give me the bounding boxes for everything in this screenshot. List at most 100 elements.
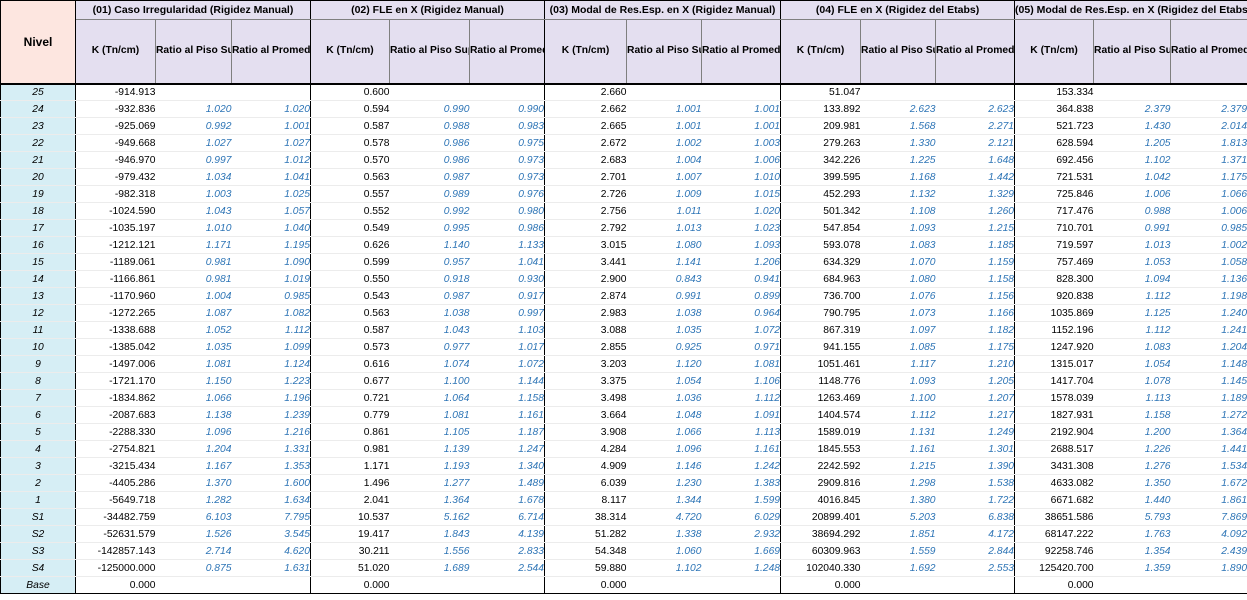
ratio-promedio-cell: 6.714 — [469, 508, 546, 526]
ratio-superior-cell: 1.096 — [626, 440, 702, 458]
ratio-superior-cell: 1.117 — [860, 355, 936, 373]
level-cell: 16 — [0, 236, 76, 254]
ratio-superior-cell: 0.989 — [389, 185, 470, 203]
table-row: 24 -932.836 1.020 1.020 0.594 0.990 0.990 2.662… — [0, 100, 1247, 118]
level-cell: 18 — [0, 202, 76, 220]
ratio-promedio-cell: 1.081 — [701, 355, 782, 373]
ratio-superior-cell: 1.158 — [1093, 406, 1171, 424]
ratio-superior-cell: 5.793 — [1093, 508, 1171, 526]
ratio-promedio-cell: 1.017 — [469, 338, 546, 356]
ratio-superior-cell: 2.379 — [1093, 100, 1171, 118]
stiffness-cell: 68147.222 — [1014, 525, 1094, 543]
ratio-promedio-cell: 1.010 — [701, 168, 782, 186]
stiffness-cell: -949.668 — [75, 134, 156, 152]
stiffness-cell: 717.476 — [1014, 202, 1094, 220]
ratio-superior-cell: 1.011 — [626, 202, 702, 220]
stiffness-cell: 125420.700 — [1014, 559, 1094, 577]
stiffness-cell: 2.983 — [544, 304, 627, 322]
table-row: 23 -925.069 0.992 1.001 0.587 0.988 0.983 2.665… — [0, 117, 1247, 135]
stiffness-cell: 59.880 — [544, 559, 627, 577]
ratio-promedio-cell: 1.041 — [469, 253, 546, 271]
ratio-superior-cell: 1.087 — [155, 304, 232, 322]
ratio-superior-cell: 1.108 — [860, 202, 936, 220]
ratio-superior-cell: 0.992 — [389, 202, 470, 220]
stiffness-cell: 1845.553 — [780, 440, 861, 458]
stiffness-cell: 38.314 — [544, 508, 627, 526]
stiffness-cell: 1404.574 — [780, 406, 861, 424]
ratio-superior-cell: 1.161 — [860, 440, 936, 458]
table-row: 18 -1024.590 1.043 1.057 0.552 0.992 0.980 2.75… — [0, 202, 1247, 220]
stiffness-cell: 3.498 — [544, 389, 627, 407]
ratio-promedio-cell: 1.600 — [231, 474, 311, 492]
stiffness-cell: 1152.196 — [1014, 321, 1094, 339]
stiffness-cell: 1.496 — [310, 474, 390, 492]
ratio-promedio-cell: 1.383 — [701, 474, 782, 492]
ratio-promedio-cell: 2.833 — [469, 542, 546, 560]
ratio-promedio-cell: 1.066 — [1170, 185, 1247, 203]
ratio-superior-cell: 1.112 — [1093, 321, 1171, 339]
ratio-superior-cell: 2.714 — [155, 542, 232, 560]
ratio-superior-cell: 1.851 — [860, 525, 936, 543]
ratio-promedio-cell: 1.166 — [935, 304, 1016, 322]
ratio-superior-cell: 0.997 — [155, 151, 232, 169]
ratio-superior-cell: 1.344 — [626, 491, 702, 509]
ratio-promedio-cell: 1.204 — [1170, 338, 1247, 356]
ratio-promedio-cell: 0.985 — [231, 287, 311, 305]
stiffness-cell: 2.792 — [544, 219, 627, 237]
ratio-superior-cell: 6.103 — [155, 508, 232, 526]
ratio-superior-cell: 1.013 — [1093, 236, 1171, 254]
stiffness-cell: 2.756 — [544, 202, 627, 220]
ratio-promedio-cell — [1170, 83, 1247, 101]
stiffness-cell: 0.550 — [310, 270, 390, 288]
table-row: 7 -1834.862 1.066 1.196 0.721 1.064 1.158 3.498… — [0, 389, 1247, 407]
stiffness-cell: -1338.688 — [75, 321, 156, 339]
ratio-superior-cell: 1.568 — [860, 117, 936, 135]
ratio-superior-cell: 2.623 — [860, 100, 936, 118]
ratio-superior-cell: 1.080 — [860, 270, 936, 288]
stiffness-cell: 2242.592 — [780, 457, 861, 475]
level-cell: 11 — [0, 321, 76, 339]
ratio-superior-cell: 0.875 — [155, 559, 232, 577]
stiffness-cell: 0.000 — [544, 576, 627, 594]
stiffness-cell: 3.664 — [544, 406, 627, 424]
stiffness-cell: -2754.821 — [75, 440, 156, 458]
stiffness-cell: 2.660 — [544, 83, 627, 101]
ratio-promedio-cell: 1.058 — [1170, 253, 1247, 271]
ratio-promedio-cell: 0.985 — [1170, 219, 1247, 237]
stiffness-cell: -1166.861 — [75, 270, 156, 288]
ratio-superior-cell: 1.364 — [389, 491, 470, 509]
ratio-superior-cell: 1.338 — [626, 525, 702, 543]
stiffness-cell: -1721.170 — [75, 372, 156, 390]
stiffness-cell: -1024.590 — [75, 202, 156, 220]
group-header-03: (03) Modal de Res.Esp. en X (Rigidez Man… — [544, 0, 782, 20]
ratio-promedio-cell: 1.020 — [701, 202, 782, 220]
stiffness-cell: 757.469 — [1014, 253, 1094, 271]
stiffness-cell: 1827.931 — [1014, 406, 1094, 424]
ratio-promedio-cell: 4.139 — [469, 525, 546, 543]
ratio-superior-cell: 1.035 — [626, 321, 702, 339]
ratio-superior-column-header: Ratio al Piso Superior — [389, 19, 470, 85]
table-row: 12 -1272.265 1.087 1.082 0.563 1.038 0.997 2.98… — [0, 304, 1247, 322]
ratio-promedio-cell — [935, 83, 1016, 101]
ratio-superior-cell: 1.102 — [626, 559, 702, 577]
stiffness-cell: 501.342 — [780, 202, 861, 220]
ratio-promedio-cell: 1.648 — [935, 151, 1016, 169]
stiffness-cell: 1315.017 — [1014, 355, 1094, 373]
stiffness-cell: 3.015 — [544, 236, 627, 254]
stiffness-cell: 38651.586 — [1014, 508, 1094, 526]
ratio-promedio-cell: 1.144 — [469, 372, 546, 390]
ratio-superior-cell: 1.200 — [1093, 423, 1171, 441]
ratio-superior-cell — [626, 83, 702, 101]
ratio-superior-cell: 1.132 — [860, 185, 936, 203]
ratio-promedio-cell: 1.353 — [231, 457, 311, 475]
ratio-superior-cell: 1.440 — [1093, 491, 1171, 509]
ratio-superior-cell: 1.692 — [860, 559, 936, 577]
ratio-superior-cell: 0.987 — [389, 168, 470, 186]
ratio-superior-cell: 1.168 — [860, 168, 936, 186]
ratio-superior-cell — [155, 576, 232, 594]
stiffness-cell: 0.557 — [310, 185, 390, 203]
ratio-promedio-cell: 1.159 — [935, 253, 1016, 271]
ratio-promedio-cell: 1.041 — [231, 168, 311, 186]
ratio-superior-cell: 1.225 — [860, 151, 936, 169]
stiffness-cell: 38694.292 — [780, 525, 861, 543]
